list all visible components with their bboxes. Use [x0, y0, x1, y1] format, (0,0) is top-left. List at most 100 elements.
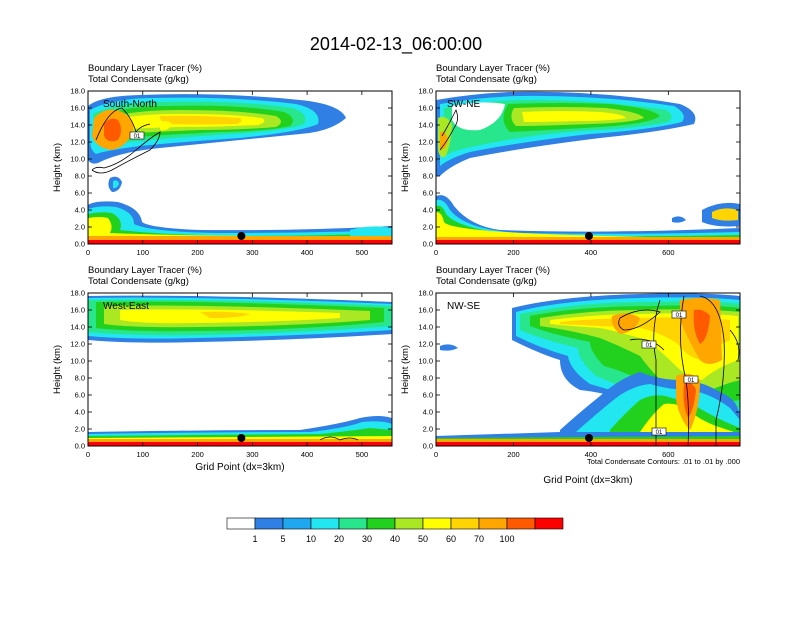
contour-label-box: [129, 131, 145, 140]
x-tick-label: 200: [507, 450, 520, 459]
legend-swatch: [534, 517, 564, 530]
x-tick-label: 600: [662, 248, 675, 257]
y-tick-label: 12.0: [418, 340, 433, 349]
x-axis-label: Grid Point (dx=3km): [543, 475, 632, 486]
x-tick-label: 0: [434, 450, 438, 459]
contour-line: [629, 338, 665, 351]
legend-swatch: [506, 517, 536, 530]
plot-frame: [87, 90, 393, 245]
contour-line: [653, 299, 661, 446]
y-tick-label: 14.0: [70, 121, 85, 130]
cloud-patch-yellow: [160, 121, 172, 131]
legend-tick-label: 30: [362, 534, 372, 544]
y-tick-label: 2.0: [75, 223, 85, 232]
panel-west-east: Boundary Layer Tracer (%) Total Condensa…: [52, 265, 393, 473]
x-tick-label: 500: [356, 248, 369, 257]
cloud-band-50: [522, 111, 626, 122]
y-tick-label: 2.0: [423, 223, 433, 232]
legend-tick-label: 10: [306, 534, 316, 544]
surface-layer-red: [88, 442, 392, 446]
y-tick-label: 14.0: [418, 121, 433, 130]
cross-section-label: West-East: [103, 301, 149, 312]
cloud-core-red: [104, 118, 121, 142]
y-tick-label: 12.0: [418, 138, 433, 147]
plot-frame: [435, 292, 741, 447]
isolated-cell: [672, 216, 686, 223]
legend-swatch: [366, 517, 396, 530]
contour-line: [319, 436, 359, 441]
plot-frame: [435, 90, 741, 245]
y-tick-label: 6.0: [423, 189, 433, 198]
y-tick-label: 16.0: [418, 104, 433, 113]
contour-line: [95, 107, 151, 141]
axis-ticks: 0 100 200 300 400 500 0.0 2.0 4.0 6.0 8.0 10.0 12.0 1…: [70, 87, 392, 257]
y-tick-label: 0.0: [423, 240, 433, 249]
location-marker: [584, 434, 593, 442]
y-tick-label: 0.0: [75, 442, 85, 451]
panel-header-tracer: Boundary Layer Tracer (%): [436, 63, 550, 74]
legend-tick-label: 1: [252, 534, 257, 544]
cloud-band-60: [159, 115, 242, 125]
x-tick-label: 100: [137, 248, 150, 257]
y-tick-label: 10.0: [418, 357, 433, 366]
y-tick-label: 16.0: [70, 104, 85, 113]
heatmap-field: [436, 91, 740, 244]
axis-ticks: 0 200 400 600 0.0 2.0 4.0 6.0 8.0 10.0 12.0 14.0 16.…: [418, 289, 740, 459]
panel-header-condensate: Total Condensate (g/kg): [436, 276, 537, 287]
convective-core-red: [693, 309, 710, 344]
y-axis-label: Height (km): [52, 143, 63, 192]
y-axis-label: Height (km): [400, 143, 411, 192]
panel-sw-ne: Boundary Layer Tracer (%) Total Condensa…: [400, 63, 741, 257]
panel-header-tracer: Boundary Layer Tracer (%): [436, 265, 550, 276]
axis-ticks: 0 200 400 600 0.0 2.0 4.0 6.0 8.0 10.0 12.0 14.0 16.…: [418, 87, 740, 257]
y-tick-label: 10.0: [70, 155, 85, 164]
x-tick-label: 0: [86, 248, 90, 257]
y-tick-label: 6.0: [75, 189, 85, 198]
y-tick-label: 12.0: [70, 340, 85, 349]
surface-layer-red: [88, 240, 392, 244]
x-tick-label: 400: [301, 248, 314, 257]
heatmap-field: 01: [88, 91, 392, 244]
contour-label-box: [641, 340, 657, 349]
clear-gap: [452, 102, 505, 131]
contour-line: [618, 309, 661, 331]
column-core-red: [683, 382, 696, 418]
legend-tick-label: 100: [499, 534, 514, 544]
contour-label: 01: [646, 343, 653, 349]
x-tick-label: 200: [191, 248, 204, 257]
legend-swatch: [478, 517, 508, 530]
contour-line: [439, 109, 458, 151]
contour-line: [729, 329, 740, 361]
surface-layer-red: [436, 240, 740, 244]
panel-nw-se: Boundary Layer Tracer (%) Total Condensa…: [400, 265, 741, 486]
panel-header-condensate: Total Condensate (g/kg): [436, 74, 537, 85]
legend-swatch: [282, 517, 312, 530]
y-tick-label: 8.0: [75, 172, 85, 181]
lowcloud-top-bump: [350, 226, 392, 236]
legend-tick-label: 50: [418, 534, 428, 544]
legend-tick-label: 60: [446, 534, 456, 544]
panel-header-condensate: Total Condensate (g/kg): [88, 74, 189, 85]
x-tick-label: 600: [662, 450, 675, 459]
x-tick-label: 0: [86, 450, 90, 459]
legend-swatch: [450, 517, 480, 530]
surface-layer-red: [436, 442, 740, 446]
y-tick-label: 16.0: [70, 306, 85, 315]
contour-label: 01: [676, 313, 683, 319]
panel-header-condensate: Total Condensate (g/kg): [88, 276, 189, 287]
cross-section-label: SW-NE: [447, 99, 480, 110]
cross-section-label: South-North: [103, 99, 157, 110]
panel-south-north: Boundary Layer Tracer (%) Total Condensa…: [52, 63, 393, 257]
contour-line: [91, 131, 161, 174]
x-tick-label: 300: [246, 450, 259, 459]
small-cloud-inner: [113, 180, 119, 189]
legend-swatch: [254, 517, 284, 530]
contour-label-box: [683, 375, 699, 384]
panel-header-tracer: Boundary Layer Tracer (%): [88, 265, 202, 276]
y-tick-label: 8.0: [423, 172, 433, 181]
x-tick-label: 100: [137, 450, 150, 459]
heatmap-field: 01 01 01 01: [436, 293, 740, 446]
cross-section-label: NW-SE: [447, 301, 480, 312]
legend-swatch: [422, 517, 452, 530]
lowcloud-band-50: [436, 212, 740, 244]
